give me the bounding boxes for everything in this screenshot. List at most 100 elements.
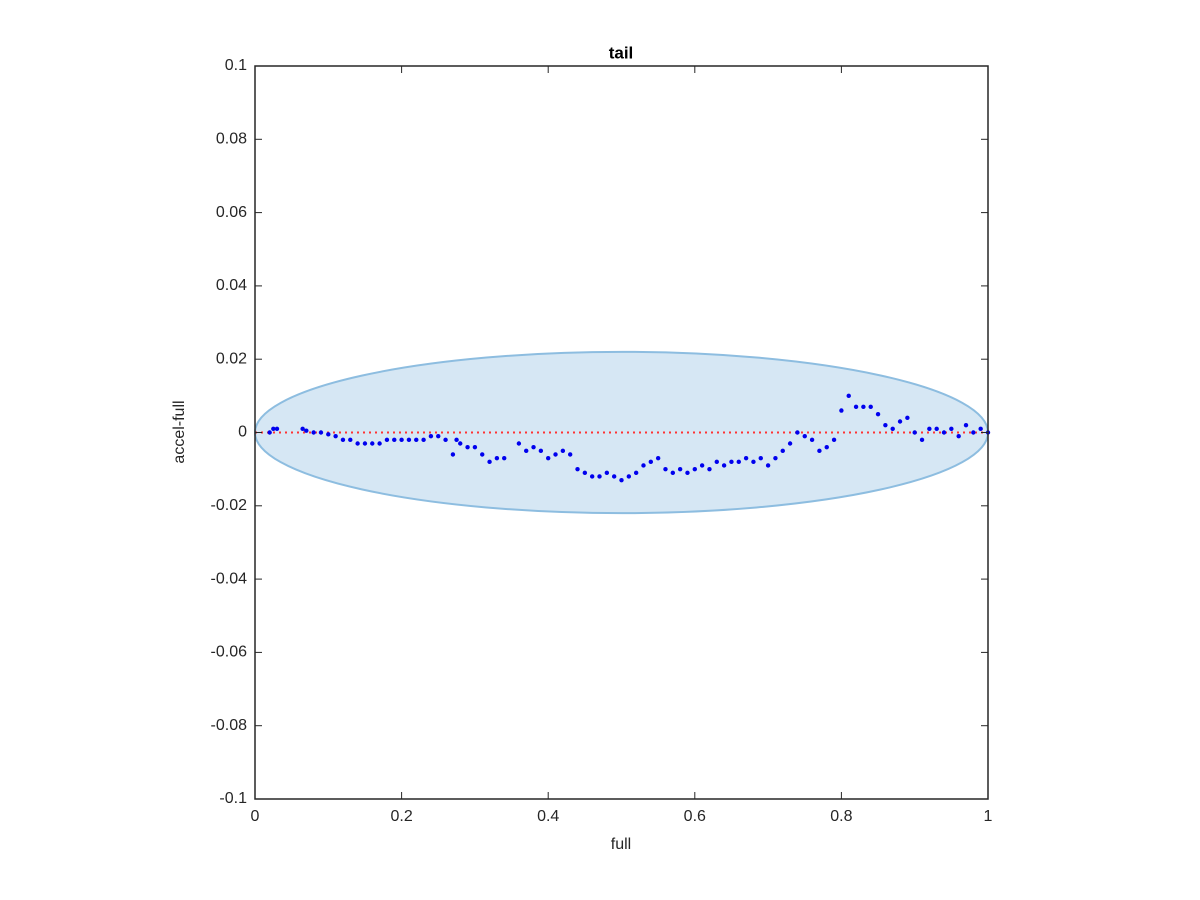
point	[414, 437, 419, 443]
point	[267, 430, 272, 435]
point	[274, 426, 280, 432]
x-tick-label: 0.8	[830, 808, 852, 825]
point	[487, 459, 492, 465]
point	[271, 426, 276, 432]
point	[831, 437, 837, 443]
point	[516, 441, 522, 446]
point	[685, 470, 690, 476]
point	[714, 459, 719, 465]
point	[392, 437, 397, 443]
point	[780, 448, 785, 454]
point	[589, 474, 595, 479]
y-tick-label: -0.06	[211, 644, 248, 661]
point	[326, 432, 331, 437]
x-tick-label: 1	[984, 808, 993, 825]
point	[736, 459, 741, 465]
x-tick-label: 0.6	[684, 808, 706, 825]
point	[897, 419, 903, 424]
point	[553, 452, 558, 457]
point	[458, 441, 463, 446]
point	[802, 433, 807, 439]
chart-title: tail	[609, 43, 634, 62]
y-tick-label: 0.02	[216, 350, 247, 367]
point	[868, 404, 873, 410]
point	[531, 444, 536, 450]
x-tick-label: 0.2	[390, 808, 412, 825]
point	[751, 459, 756, 465]
point	[663, 466, 668, 472]
point	[795, 430, 800, 435]
point	[905, 415, 910, 421]
point	[384, 437, 390, 443]
point	[949, 426, 954, 432]
point	[399, 437, 404, 443]
point	[890, 426, 895, 432]
point	[919, 437, 925, 443]
point	[846, 393, 851, 399]
point	[817, 448, 822, 454]
point	[524, 448, 529, 454]
point	[604, 470, 610, 476]
point	[436, 433, 441, 439]
x-axis-label: full	[611, 836, 631, 853]
point	[546, 455, 551, 461]
y-tick-label: 0.08	[216, 131, 247, 148]
point	[875, 411, 881, 417]
point	[626, 474, 632, 479]
x-tick-label: 0.4	[537, 808, 559, 825]
point	[743, 455, 749, 461]
y-tick-label: -0.08	[211, 717, 248, 734]
point	[655, 455, 661, 461]
point	[971, 430, 976, 435]
point	[963, 422, 969, 428]
point	[502, 455, 507, 461]
y-tick-label: -0.02	[211, 497, 248, 514]
point	[494, 455, 500, 461]
point	[454, 437, 459, 443]
point	[340, 437, 346, 443]
point	[362, 441, 368, 446]
point	[480, 452, 485, 457]
point	[861, 404, 866, 410]
point	[406, 437, 412, 443]
point	[677, 466, 683, 472]
point	[575, 466, 580, 472]
point	[370, 441, 375, 446]
point	[582, 470, 588, 476]
point	[787, 441, 793, 446]
point	[333, 433, 338, 439]
point	[978, 426, 983, 432]
point	[912, 430, 917, 435]
point	[956, 433, 961, 439]
point	[941, 430, 947, 435]
point	[428, 433, 434, 439]
point	[641, 463, 646, 468]
point	[597, 474, 602, 479]
point	[729, 459, 734, 465]
y-tick-label: 0.1	[225, 57, 247, 74]
point	[633, 470, 639, 476]
point	[377, 441, 382, 446]
point	[311, 430, 316, 435]
point	[465, 444, 470, 450]
point	[839, 408, 844, 413]
point	[765, 463, 771, 468]
x-tick-label: 0	[251, 808, 260, 825]
point	[883, 422, 888, 428]
point	[560, 448, 566, 454]
point	[707, 466, 712, 472]
y-tick-label: 0	[238, 424, 247, 441]
point	[450, 452, 456, 457]
point	[809, 437, 815, 443]
point	[355, 441, 360, 446]
point	[927, 426, 932, 432]
point	[853, 404, 859, 410]
y-tick-label: 0.04	[216, 277, 247, 294]
point	[619, 477, 624, 483]
point	[721, 463, 727, 468]
point	[648, 459, 654, 465]
point	[670, 470, 676, 476]
y-tick-label: -0.1	[219, 790, 247, 807]
point	[348, 437, 353, 443]
